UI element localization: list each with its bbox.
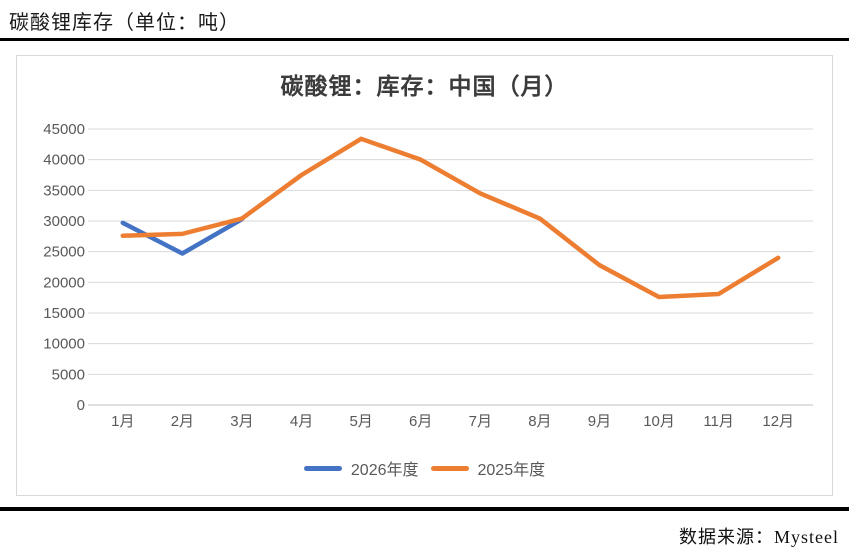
y-tick-label: 40000 <box>43 152 85 169</box>
y-tick-label: 0 <box>77 397 85 414</box>
chart-title: 碳酸锂：库存：中国（月） <box>280 74 569 99</box>
series-line-2025年度 <box>120 136 781 300</box>
page-title: 碳酸锂库存（单位：吨） <box>9 12 240 34</box>
y-tick-label: 5000 <box>52 366 85 383</box>
x-tick-label: 11月 <box>703 413 734 430</box>
x-tick-label: 12月 <box>762 413 794 430</box>
y-tick-label: 45000 <box>43 121 85 138</box>
legend-label-2026: 2026年度 <box>350 462 419 479</box>
legend-item-2025: 2025年度 <box>430 456 546 480</box>
x-tick-label: 10月 <box>643 413 675 430</box>
legend-swatch-2026 <box>303 465 342 471</box>
legend-swatch-2025 <box>430 465 469 471</box>
footer-divider <box>0 507 849 511</box>
y-tick-label: 20000 <box>43 274 85 291</box>
x-tick-label: 6月 <box>409 413 432 430</box>
x-tick-label: 8月 <box>528 413 551 430</box>
y-tick-label: 15000 <box>43 305 85 322</box>
chart-legend: 2026年度 2025年度 <box>17 456 832 480</box>
header-divider <box>0 38 849 41</box>
x-tick-label: 2月 <box>171 413 194 430</box>
x-tick-label: 9月 <box>588 413 611 430</box>
line-chart: 0 5000 10000 15000 20000 25000 30000 35000 40000… <box>43 121 813 430</box>
x-tick-label: 4月 <box>290 413 313 430</box>
x-tick-label: 7月 <box>469 413 492 430</box>
y-tick-label: 10000 <box>43 336 85 353</box>
legend-label-2025: 2025年度 <box>477 462 546 479</box>
y-tick-label: 35000 <box>43 182 85 199</box>
chart-container: 0 5000 10000 15000 20000 25000 30000 35000 40000… <box>16 55 833 496</box>
x-tick-label: 3月 <box>230 413 253 430</box>
y-tick-label: 30000 <box>43 213 85 230</box>
x-tick-label: 5月 <box>349 413 372 430</box>
legend-item-2026: 2026年度 <box>303 456 419 480</box>
x-tick-label: 1月 <box>111 413 134 430</box>
data-source: 数据来源：Mysteel <box>679 527 839 547</box>
y-tick-label: 25000 <box>43 244 85 261</box>
